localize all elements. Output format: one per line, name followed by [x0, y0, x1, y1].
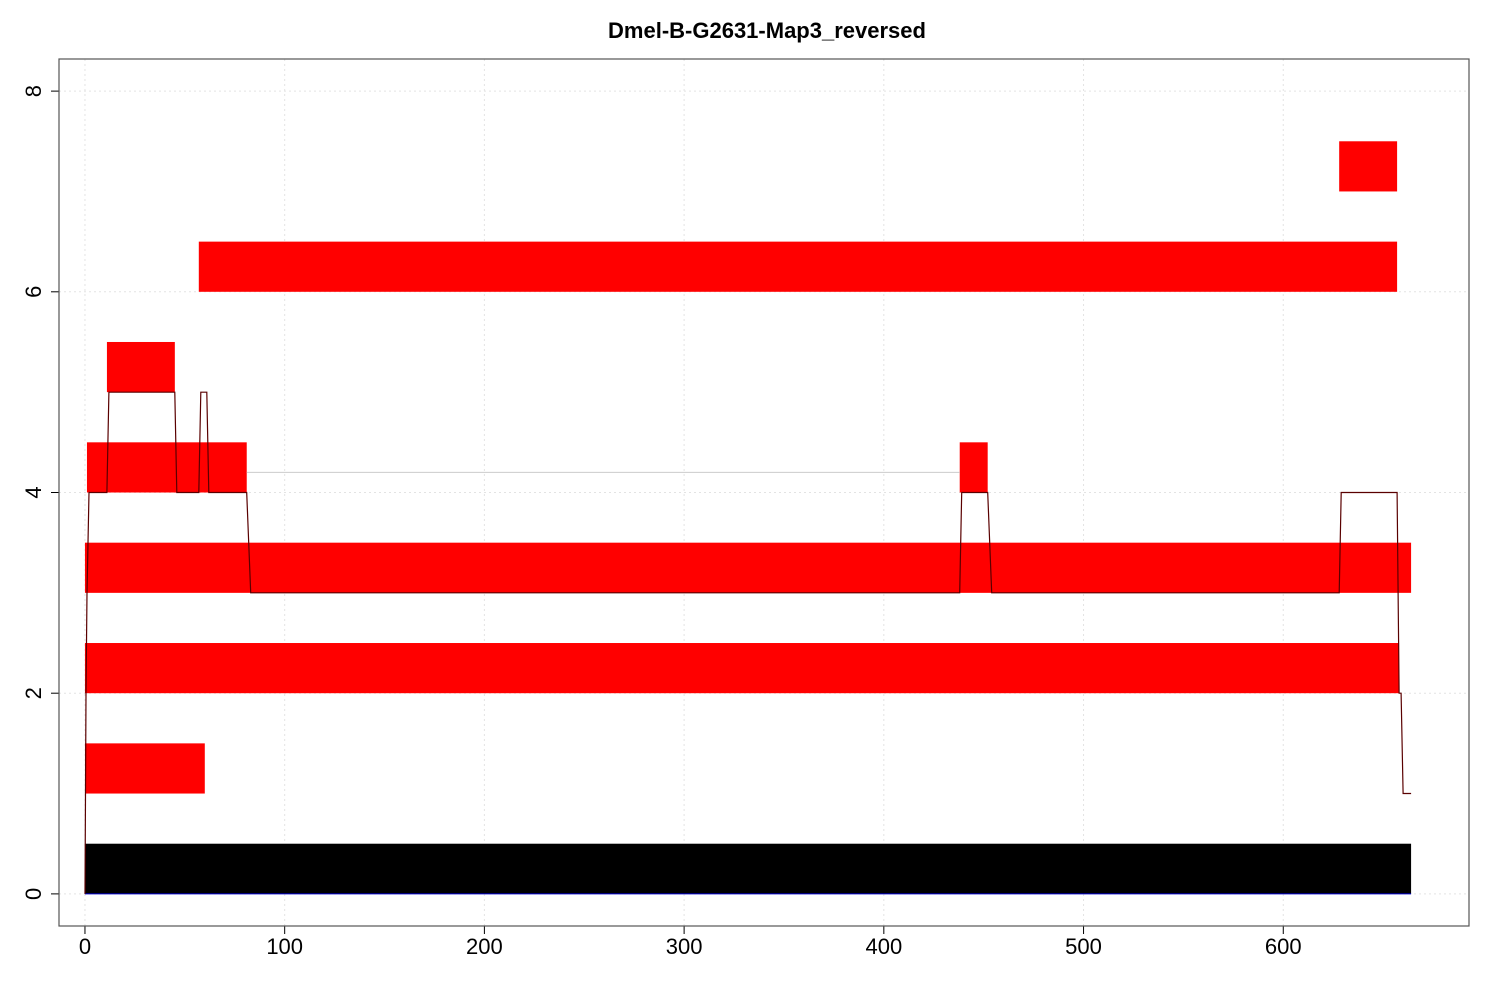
segment-bar [84, 643, 1400, 694]
y-tick-label: 2 [21, 687, 46, 699]
plot-area [84, 141, 1412, 895]
x-tick-label: 300 [666, 934, 703, 959]
plot-frame [58, 58, 1470, 927]
y-tick-label: 0 [21, 888, 46, 900]
segment-bar [84, 542, 1412, 593]
x-tick-label: 0 [79, 934, 91, 959]
x-tick-label: 500 [1065, 934, 1102, 959]
segment-bar [959, 442, 988, 493]
chart-title: Dmel-B-G2631-Map3_reversed [608, 18, 926, 43]
segment-bar [86, 442, 247, 493]
y-tick-label: 8 [21, 85, 46, 97]
reference-bar [84, 843, 1412, 894]
segment-bar [106, 341, 175, 393]
segment-bar [1339, 141, 1398, 192]
segment-bar [198, 241, 1398, 292]
grid [59, 59, 1469, 926]
y-tick-label: 4 [21, 486, 46, 498]
x-tick-label: 400 [865, 934, 902, 959]
y-tick-label: 6 [21, 286, 46, 298]
x-tick-label: 600 [1265, 934, 1302, 959]
coverage-line [84, 391, 1412, 894]
segment-bar [84, 743, 205, 794]
axes: 0 100 200 300 400 500 600 0 2 4 6 8 [21, 85, 1302, 959]
x-tick-label: 200 [466, 934, 503, 959]
x-tick-label: 100 [266, 934, 303, 959]
